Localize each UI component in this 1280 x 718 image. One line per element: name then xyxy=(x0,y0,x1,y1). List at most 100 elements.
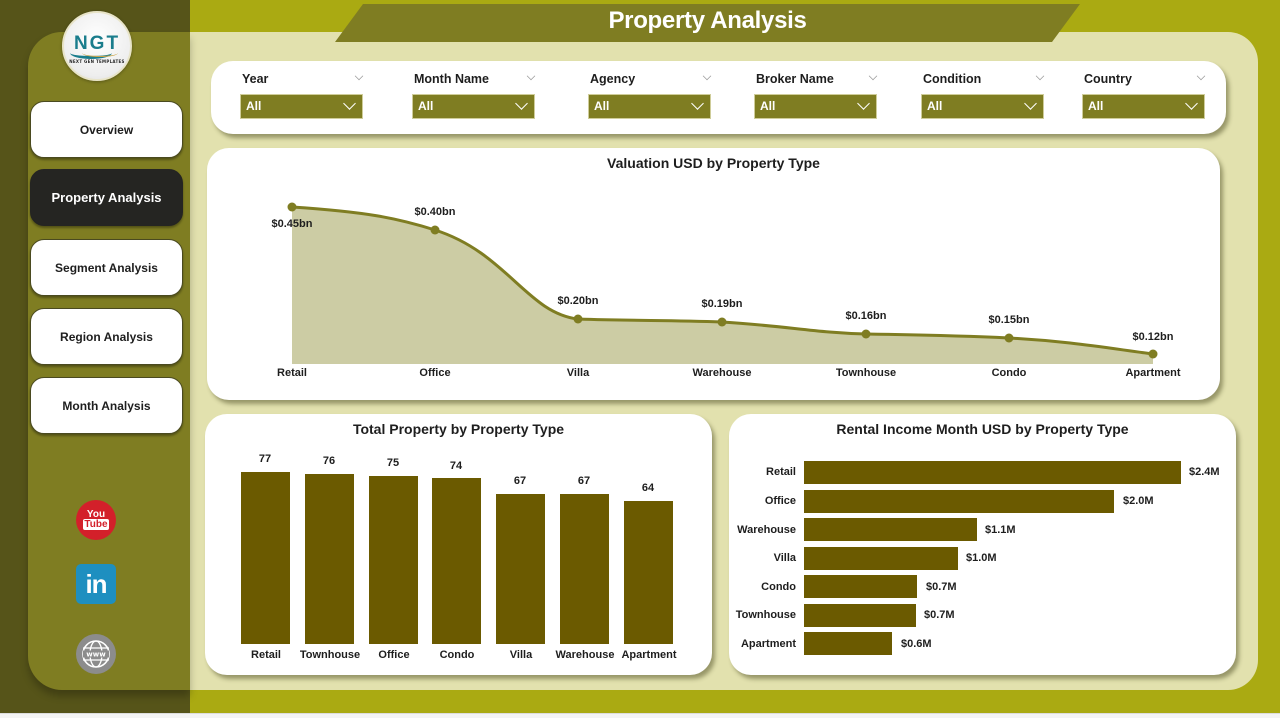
youtube-icon[interactable]: You Tube xyxy=(76,500,116,540)
y-axis-label: Townhouse xyxy=(735,609,796,621)
globe-icon: www xyxy=(82,640,110,668)
bar-warehouse[interactable] xyxy=(804,518,977,541)
valuation-area-chart xyxy=(287,202,1158,364)
data-label: $2.4M xyxy=(1189,466,1220,478)
rental-income-chart-card: Rental Income Month USD by Property Type… xyxy=(729,414,1236,675)
dropdown-value: All xyxy=(927,99,943,113)
bar-office[interactable] xyxy=(369,476,418,644)
x-axis-label: Villa xyxy=(509,649,533,661)
dropdown-value: All xyxy=(594,99,610,113)
dropdown-value: All xyxy=(418,99,434,113)
nav-label: Overview xyxy=(79,122,134,137)
bar-apartment[interactable] xyxy=(624,501,673,644)
bar-condo[interactable] xyxy=(804,575,917,598)
data-label: $0.19bn xyxy=(701,298,743,310)
x-axis-label: Condo xyxy=(439,649,475,661)
bar-office[interactable] xyxy=(804,490,1114,513)
nav-overview-button[interactable]: Overview xyxy=(30,101,183,158)
y-axis-label: Retail xyxy=(766,466,796,478)
nav-label: Month Analysis xyxy=(62,398,151,413)
filter-label: Broker Name xyxy=(756,72,834,86)
agency-dropdown[interactable]: All xyxy=(588,94,711,119)
filter-label: Condition xyxy=(923,72,982,86)
month-name-dropdown[interactable]: All xyxy=(412,94,535,119)
x-axis-label: Apartment xyxy=(621,649,677,661)
chevron-down-icon xyxy=(691,97,704,110)
x-axis-label: Condo xyxy=(991,367,1027,379)
y-axis-label: Warehouse xyxy=(737,524,796,536)
x-axis-label: Retail xyxy=(277,367,307,379)
data-label: 67 xyxy=(577,475,591,487)
data-label: $0.12bn xyxy=(1132,331,1174,343)
country-dropdown[interactable]: All xyxy=(1082,94,1205,119)
x-axis-label: Townhouse xyxy=(299,649,361,661)
bar-villa[interactable] xyxy=(496,494,545,644)
x-axis-label: Retail xyxy=(251,649,281,661)
bar-warehouse[interactable] xyxy=(560,494,609,644)
x-axis-label: Townhouse xyxy=(835,367,897,379)
data-label: 67 xyxy=(513,475,527,487)
data-label: 77 xyxy=(258,453,272,465)
bar-condo[interactable] xyxy=(432,478,481,644)
svg-text:www: www xyxy=(86,651,106,659)
x-axis-label: Villa xyxy=(566,367,590,379)
bar-villa[interactable] xyxy=(804,547,958,570)
condition-dropdown[interactable]: All xyxy=(921,94,1044,119)
data-points xyxy=(287,202,1158,359)
youtube-text-bottom: Tube xyxy=(83,519,109,530)
data-label: $0.7M xyxy=(926,581,957,593)
valuation-chart-card: Valuation USD by Property Type $0.45bn $… xyxy=(207,148,1220,400)
bar-apartment[interactable] xyxy=(804,632,892,655)
data-label: $0.15bn xyxy=(988,314,1030,326)
data-label: $0.16bn xyxy=(845,310,887,322)
nav-label: Property Analysis xyxy=(51,190,162,205)
bar-townhouse[interactable] xyxy=(804,604,916,627)
dropdown-value: All xyxy=(1088,99,1104,113)
chart-title: Valuation USD by Property Type xyxy=(607,155,820,171)
logo-tagline: NEXT GEN TEMPLATES xyxy=(69,59,125,64)
data-label: $2.0M xyxy=(1123,495,1154,507)
chevron-down-icon xyxy=(857,97,870,110)
filter-label: Month Name xyxy=(414,72,489,86)
chart-title: Rental Income Month USD by Property Type xyxy=(836,421,1129,437)
filter-label: Country xyxy=(1084,72,1132,86)
page-title: Property Analysis xyxy=(608,7,807,34)
filter-label: Year xyxy=(242,72,269,86)
data-label: 76 xyxy=(322,455,336,467)
x-axis-label: Apartment xyxy=(1125,367,1181,379)
logo-swoosh-accent-icon xyxy=(82,49,118,57)
chevron-down-icon xyxy=(343,97,356,110)
bar-retail[interactable] xyxy=(804,461,1181,484)
filter-label: Agency xyxy=(590,72,636,86)
page-title-banner: Property Analysis xyxy=(335,4,1080,42)
data-label: $0.7M xyxy=(924,609,955,621)
chart-title: Total Property by Property Type xyxy=(352,421,565,437)
logo-text: NGT xyxy=(73,33,121,54)
data-label: 64 xyxy=(641,482,655,494)
year-dropdown[interactable]: All xyxy=(240,94,363,119)
bar-retail[interactable] xyxy=(241,472,290,644)
data-label: $0.6M xyxy=(901,638,932,650)
ngt-logo: NGT NEXT GEN TEMPLATES xyxy=(62,11,132,81)
data-label: $0.20bn xyxy=(557,295,599,307)
nav-property-analysis-button[interactable]: Property Analysis xyxy=(30,169,183,226)
bar-townhouse[interactable] xyxy=(305,474,354,644)
nav-month-analysis-button[interactable]: Month Analysis xyxy=(30,377,183,434)
nav-region-analysis-button[interactable]: Region Analysis xyxy=(30,308,183,365)
y-axis-label: Apartment xyxy=(740,638,796,650)
broker-name-dropdown[interactable]: All xyxy=(754,94,877,119)
data-label: $0.45bn xyxy=(271,218,313,230)
data-label: 74 xyxy=(449,460,463,472)
website-globe-icon[interactable]: www xyxy=(76,634,116,674)
linkedin-icon[interactable]: in xyxy=(76,564,116,604)
y-axis-label: Condo xyxy=(761,581,796,593)
x-axis-label: Warehouse xyxy=(555,649,615,661)
nav-label: Segment Analysis xyxy=(55,260,158,275)
nav-label: Region Analysis xyxy=(60,329,153,344)
dropdown-value: All xyxy=(246,99,262,113)
linkedin-text: in xyxy=(85,568,107,599)
nav-segment-analysis-button[interactable]: Segment Analysis xyxy=(30,239,183,296)
x-axis-label: Office xyxy=(419,367,451,379)
chevron-down-icon xyxy=(1185,97,1198,110)
filter-bar xyxy=(211,61,1226,134)
